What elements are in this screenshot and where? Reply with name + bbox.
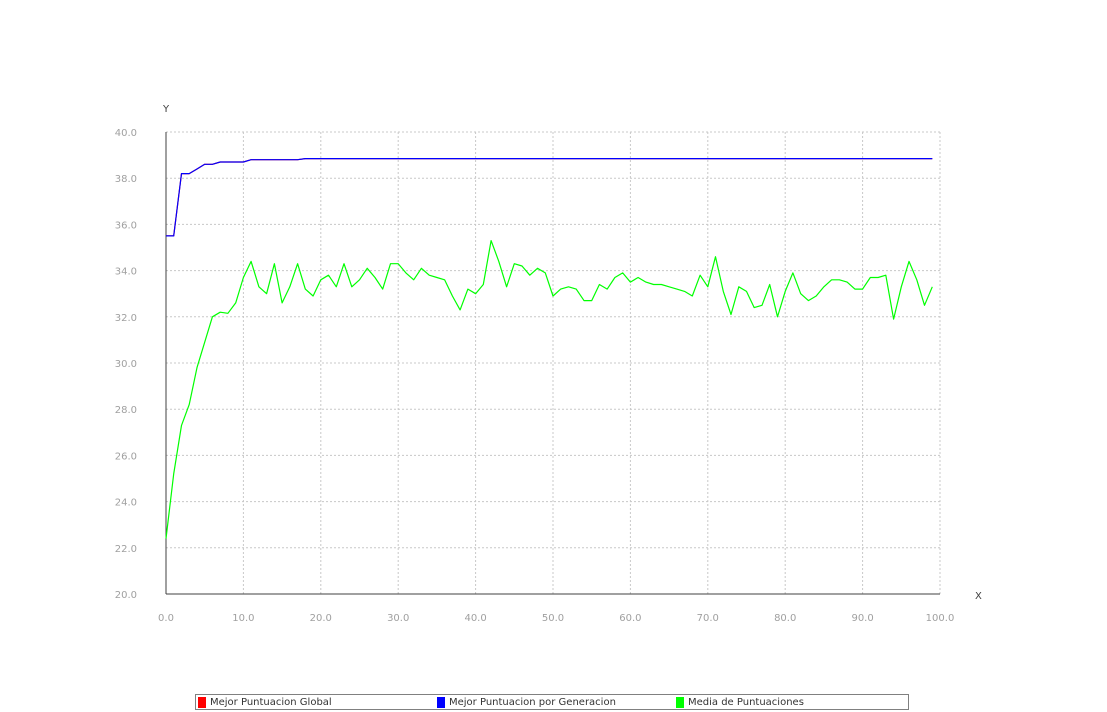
y-tick-label: 30.0 xyxy=(115,359,137,370)
x-tick-label: 10.0 xyxy=(232,613,254,624)
x-tick-label: 70.0 xyxy=(697,613,719,624)
tick-labels: 0.0 10.0 20.0 30.0 40.0 50.0 60.0 70.0 80.0 90.0 1… xyxy=(115,128,955,624)
y-tick-label: 20.0 xyxy=(115,590,137,601)
legend-swatch-global-best xyxy=(198,697,206,708)
legend-swatch-generation-best xyxy=(437,697,445,708)
x-tick-label: 60.0 xyxy=(619,613,641,624)
series-line-global-best xyxy=(166,158,933,237)
x-axis-label: X xyxy=(975,591,982,602)
x-tick-label: 90.0 xyxy=(851,613,873,624)
y-tick-label: 40.0 xyxy=(115,128,137,139)
y-tick-label: 38.0 xyxy=(115,174,137,185)
y-tick-label: 34.0 xyxy=(115,267,137,278)
y-tick-label: 24.0 xyxy=(115,498,137,509)
y-tick-label: 36.0 xyxy=(115,220,137,231)
legend-label: Media de Puntuaciones xyxy=(688,697,804,708)
legend-swatch-average xyxy=(676,697,684,708)
legend-item-average: Media de Puntuaciones xyxy=(676,696,804,709)
y-tick-label: 26.0 xyxy=(115,451,137,462)
legend-label: Mejor Puntuacion Global xyxy=(210,697,332,708)
y-axis-label: Y xyxy=(162,104,170,115)
x-tick-label: 80.0 xyxy=(774,613,796,624)
legend-label: Mejor Puntuacion por Generacion xyxy=(449,697,616,708)
x-tick-label: 50.0 xyxy=(542,613,564,624)
x-tick-label: 20.0 xyxy=(310,613,332,624)
grid xyxy=(166,131,941,594)
legend: Mejor Puntuacion Global Mejor Puntuacion… xyxy=(195,694,909,710)
y-tick-label: 28.0 xyxy=(115,405,137,416)
x-tick-label: 0.0 xyxy=(158,613,174,624)
y-tick-label: 22.0 xyxy=(115,544,137,555)
legend-item-generation-best: Mejor Puntuacion por Generacion xyxy=(437,696,616,709)
x-tick-label: 40.0 xyxy=(464,613,486,624)
x-tick-label: 100.0 xyxy=(926,613,955,624)
legend-item-global-best: Mejor Puntuacion Global xyxy=(198,696,332,709)
series-line-average xyxy=(165,240,933,539)
series-lines xyxy=(165,158,933,539)
series-line-generation-best xyxy=(166,158,933,237)
axes xyxy=(165,132,940,595)
y-tick-label: 32.0 xyxy=(115,313,137,324)
x-tick-label: 30.0 xyxy=(387,613,409,624)
